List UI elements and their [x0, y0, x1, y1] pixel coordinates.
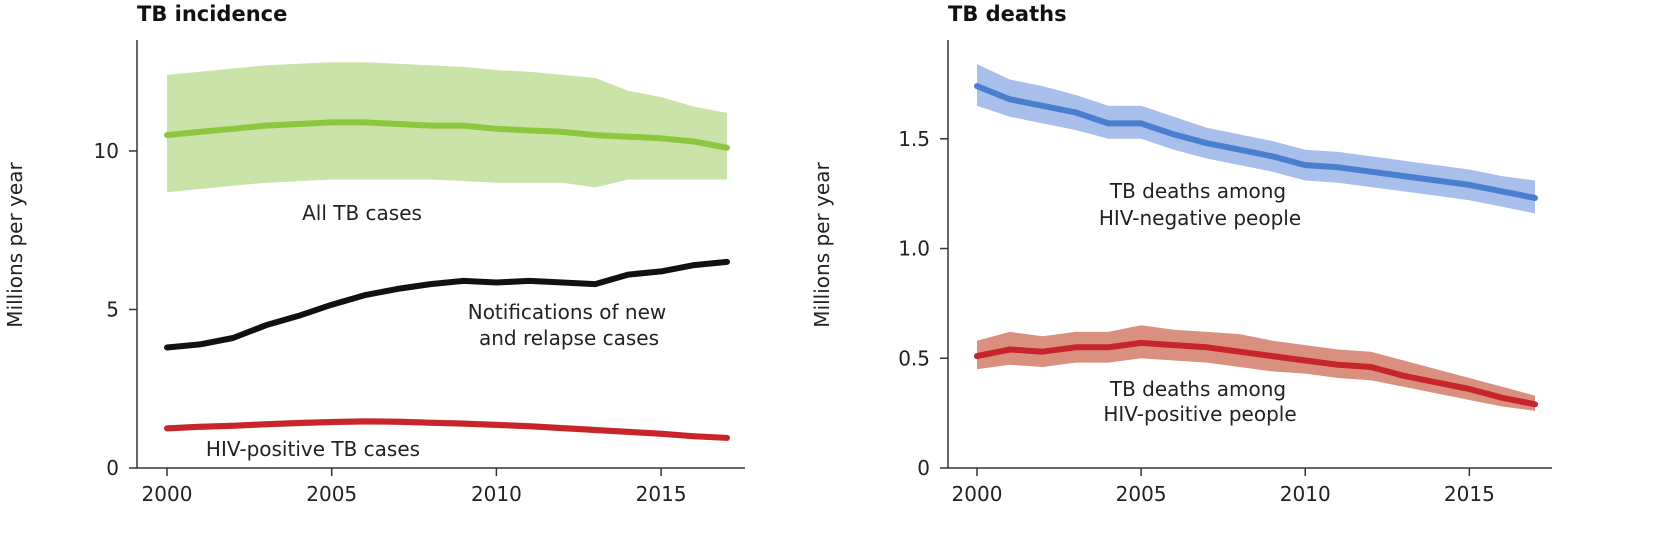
lines-incidence [164, 119, 730, 441]
y-tick-label-deaths-0: 0 [917, 456, 930, 480]
lines-deaths [974, 83, 1538, 408]
series-line-tb-deaths-among-hiv-negative-people [974, 83, 1538, 201]
x-tick-label-deaths-2015: 2015 [1444, 482, 1495, 506]
panel-tb-incidence: TB incidence Millions per year 2000 2005 2… [3, 2, 745, 506]
y-tick-label-deaths-1-5: 1.5 [898, 127, 930, 151]
y-tick-label-deaths-0-5: 0.5 [898, 346, 930, 370]
annotation-hiv-positive-tb-cases: HIV-positive TB cases [206, 437, 420, 461]
series-line-tb-deaths-among-hiv-positive-people [974, 339, 1538, 408]
series-line-notifications-of-new-and-relapse-cases [164, 258, 730, 351]
bands-deaths [977, 64, 1535, 411]
x-tick-label-incidence-2010: 2010 [471, 482, 522, 506]
ticks-deaths: 2000 2005 2010 2015 0 0.5 1.0 1.5 [898, 127, 1495, 506]
x-tick-label-deaths-2000: 2000 [952, 482, 1003, 506]
x-tick-label-incidence-2000: 2000 [142, 482, 193, 506]
y-axis-label-incidence: Millions per year [3, 162, 27, 328]
annotation-notifications-line2: and relapse cases [479, 326, 659, 350]
x-tick-label-incidence-2015: 2015 [636, 482, 687, 506]
series-line-hiv-positive-tb-cases [164, 418, 730, 441]
y-axis-label-deaths: Millions per year [810, 162, 834, 328]
x-tick-label-deaths-2010: 2010 [1280, 482, 1331, 506]
chart-title-incidence: TB incidence [137, 2, 287, 26]
series-line-all-tb-cases [164, 119, 730, 151]
y-tick-label-deaths-1-0: 1.0 [898, 237, 930, 261]
chart-title-deaths: TB deaths [948, 2, 1067, 26]
annotation-hiv-negative-line2: HIV-negative people [1099, 206, 1301, 230]
annotation-hiv-positive-line2: HIV-positive people [1103, 402, 1296, 426]
x-tick-label-incidence-2005: 2005 [306, 482, 357, 506]
annotation-hiv-negative-line1: TB deaths among [1109, 179, 1286, 203]
annotation-hiv-positive-line1: TB deaths among [1109, 377, 1286, 401]
ticks-incidence: 2000 2005 2010 2015 0 5 10 [94, 139, 687, 506]
y-tick-label-incidence-0: 0 [106, 456, 119, 480]
x-tick-label-deaths-2005: 2005 [1116, 482, 1167, 506]
annotation-notifications-line1: Notifications of new [468, 300, 667, 324]
bands-incidence [167, 62, 727, 441]
panel-tb-deaths: TB deaths Millions per year 2000 2005 2010… [810, 2, 1552, 506]
y-tick-label-incidence-5: 5 [106, 297, 119, 321]
annotation-all-tb-cases: All TB cases [302, 201, 422, 225]
y-tick-label-incidence-10: 10 [94, 139, 119, 163]
